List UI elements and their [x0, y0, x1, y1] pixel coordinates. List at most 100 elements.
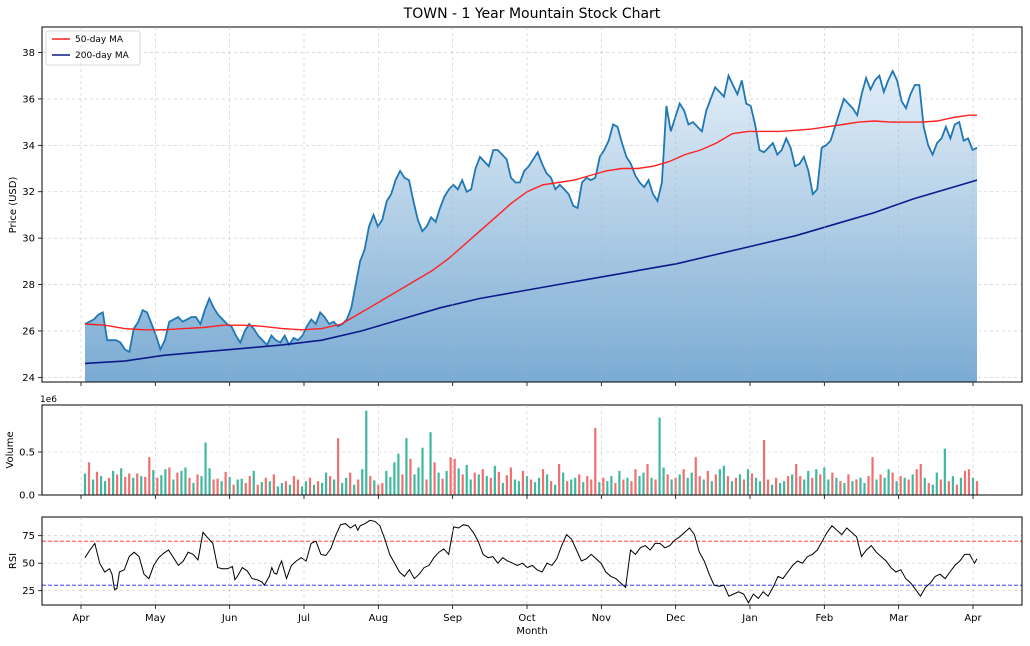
- volume-bar: [405, 438, 408, 495]
- volume-bar: [654, 479, 657, 495]
- volume-bar: [915, 469, 918, 495]
- volume-bar: [562, 472, 565, 495]
- volume-bar: [180, 470, 183, 495]
- volume-bar: [947, 481, 950, 495]
- volume-bar: [570, 479, 573, 495]
- volume-bar: [441, 478, 444, 495]
- volume-bar: [566, 481, 569, 495]
- volume-bar: [429, 432, 432, 495]
- volume-bar: [513, 479, 517, 495]
- volume-bar: [152, 470, 155, 495]
- volume-bar: [662, 467, 665, 495]
- volume-bar: [341, 483, 344, 495]
- volume-bar: [883, 477, 886, 495]
- volume-bar: [827, 479, 830, 495]
- volume-bar: [955, 484, 959, 495]
- volume-bar: [260, 482, 263, 495]
- volume-bar: [136, 473, 139, 495]
- volume-bar: [895, 481, 898, 495]
- x-tick-label: Apr: [964, 613, 982, 624]
- rsi-panel: 25 50 75 RSI: [8, 516, 1023, 606]
- volume-bar: [803, 479, 806, 495]
- volume-bar: [887, 469, 890, 495]
- volume-bar: [815, 469, 818, 495]
- price-area: [85, 71, 977, 382]
- volume-bar: [176, 472, 179, 495]
- volume-bar: [686, 477, 689, 495]
- ma200-line: [84, 179, 978, 365]
- volume-bar: [899, 476, 902, 495]
- volume-bar: [678, 474, 681, 495]
- volume-bar: [172, 479, 175, 495]
- volume-bar: [859, 477, 862, 495]
- volume-bar: [574, 477, 577, 495]
- price-ytick-label: 26: [22, 326, 35, 337]
- volume-bar: [116, 474, 119, 495]
- volume-bar: [646, 464, 649, 495]
- volume-bar: [702, 479, 705, 495]
- volume-bar: [545, 474, 549, 495]
- volume-bar: [839, 481, 842, 495]
- volume-bar: [320, 483, 324, 495]
- volume-bar: [730, 481, 733, 495]
- volume-bar: [489, 477, 492, 495]
- volume-bar: [549, 481, 553, 495]
- volume-bar: [329, 476, 332, 495]
- volume-bar: [99, 476, 103, 495]
- volume-bar: [770, 484, 774, 495]
- volume-bar: [554, 484, 557, 495]
- volume-bar: [927, 483, 930, 495]
- rsi-ytick-label: 75: [22, 531, 35, 542]
- volume-bar: [168, 467, 171, 495]
- volume-bar: [160, 475, 163, 495]
- price-frame: [41, 26, 1023, 383]
- volume-bar: [357, 479, 360, 495]
- price-ytick-label: 38: [22, 48, 35, 59]
- volume-bar: [276, 486, 279, 495]
- volume-bar: [594, 427, 597, 495]
- volume-bar: [465, 464, 468, 495]
- volume-bar: [791, 474, 794, 495]
- volume-scale-label: 1e6: [40, 395, 57, 405]
- volume-bar: [280, 483, 283, 495]
- volume-bar: [590, 479, 593, 495]
- volume-bar: [252, 470, 255, 495]
- volume-bar: [457, 468, 460, 495]
- ma50-line: [84, 114, 977, 331]
- x-tick-label: Aug: [369, 613, 389, 624]
- volume-bar: [598, 482, 601, 495]
- volume-bar: [726, 476, 729, 495]
- volume-bar: [698, 476, 701, 495]
- volume-bar: [959, 477, 963, 495]
- volume-bar: [461, 474, 464, 495]
- volume-bar: [586, 476, 589, 495]
- price-ylabel: Price (USD): [8, 177, 19, 234]
- volume-bar: [333, 479, 336, 495]
- volume-bar: [156, 477, 159, 495]
- volume-bar: [144, 476, 147, 495]
- volume-bar: [558, 464, 561, 495]
- volume-bar: [971, 477, 975, 495]
- x-axis: Apr May Jun Jul Aug Sep Oct Nov Dec Jan Feb Mar Apr: [72, 27, 983, 624]
- volume-bar: [738, 474, 742, 495]
- volume-bar: [304, 481, 308, 495]
- rsi-line: [84, 519, 978, 604]
- volume-bar: [389, 476, 392, 495]
- volume-bar: [120, 468, 123, 495]
- volume-bar: [529, 479, 533, 495]
- volume-bar: [658, 417, 661, 495]
- price-line: [84, 69, 978, 354]
- volume-bar: [216, 478, 219, 495]
- volume-bar: [750, 473, 754, 495]
- volume-bar: [128, 473, 131, 495]
- volume-bar: [787, 476, 790, 495]
- volume-bar: [361, 469, 364, 495]
- volume-bar: [867, 476, 870, 495]
- volume-bar: [220, 481, 223, 495]
- volume-bar: [401, 474, 404, 495]
- volume-bar: [823, 467, 826, 495]
- volume-bar: [316, 481, 320, 495]
- volume-bar: [666, 474, 669, 495]
- volume-bar: [754, 477, 758, 495]
- volume-bar: [674, 477, 677, 495]
